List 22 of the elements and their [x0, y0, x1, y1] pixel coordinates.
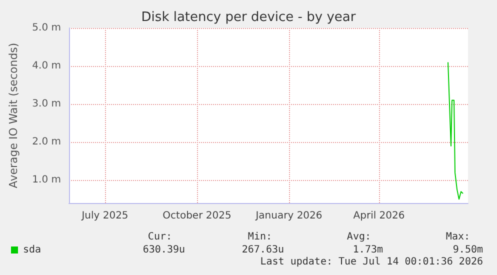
y-tick-label: 4.0 m	[32, 60, 61, 72]
legend-label: sda	[23, 244, 42, 256]
text: Cur:	[148, 232, 172, 242]
y-tick-label: 3.0 m	[32, 98, 61, 110]
text: Max:	[446, 232, 470, 242]
chart-title: Disk latency per device - by year	[141, 10, 356, 25]
x-tick-label: January 2026	[254, 210, 322, 222]
y-tick-label: 5.0 m	[32, 22, 61, 34]
y-tick-label: 2.0 m	[32, 136, 61, 148]
text: 9.50m	[452, 244, 484, 256]
y-axis-title: Average IO Wait (seconds)	[7, 42, 20, 188]
line-series	[448, 62, 464, 200]
text: 1.73m	[352, 244, 384, 256]
x-tick-label: July 2025	[80, 210, 128, 222]
text: 630.39u	[142, 244, 186, 256]
x-tick-label: October 2025	[162, 210, 232, 222]
y-tick-label: 1.0 m	[32, 174, 61, 186]
text: Last update: Tue Jul 14 00:01:36 2026	[260, 256, 484, 268]
text: 267.63u	[242, 244, 284, 256]
x-tick-label: April 2026	[353, 210, 405, 222]
text: Min:	[248, 232, 272, 242]
text: Avg:	[346, 232, 372, 242]
